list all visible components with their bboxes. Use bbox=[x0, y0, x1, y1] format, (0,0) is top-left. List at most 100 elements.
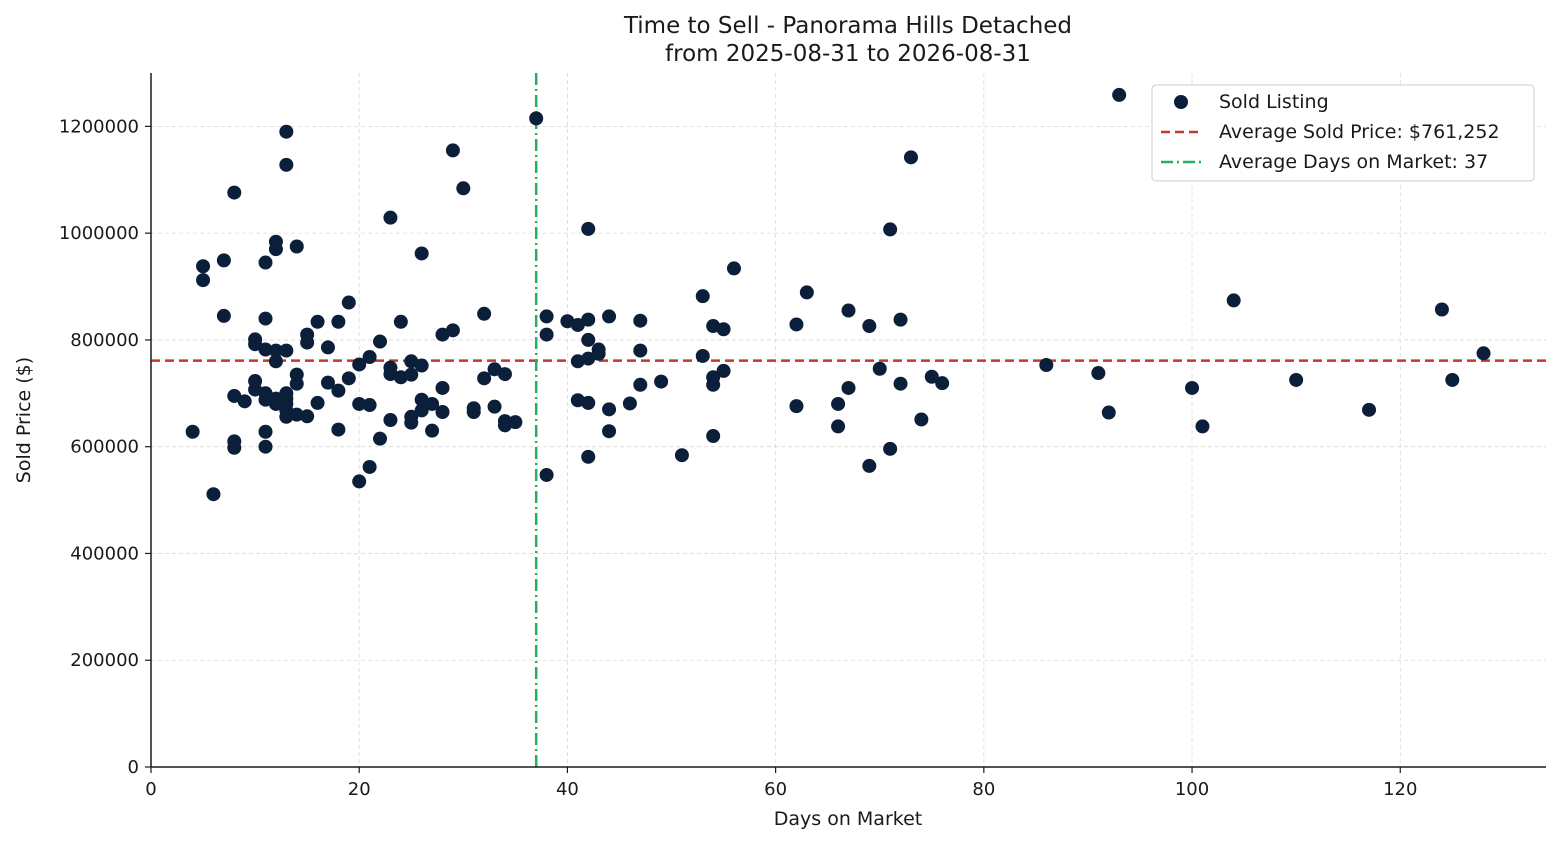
data-point bbox=[373, 334, 388, 349]
data-point bbox=[258, 311, 273, 326]
data-point bbox=[425, 423, 440, 438]
data-point bbox=[300, 409, 315, 424]
data-point bbox=[581, 312, 596, 327]
data-point bbox=[831, 396, 846, 411]
data-point bbox=[695, 289, 710, 304]
x-tick-label: 60 bbox=[764, 779, 787, 800]
data-point bbox=[445, 143, 460, 158]
y-axis-label: Sold Price ($) bbox=[13, 357, 35, 483]
data-point bbox=[508, 415, 523, 430]
data-point bbox=[237, 394, 252, 409]
y-tick-label: 400000 bbox=[70, 543, 139, 564]
data-point bbox=[362, 459, 377, 474]
data-point bbox=[883, 441, 898, 456]
axes bbox=[150, 73, 1546, 768]
data-point bbox=[477, 371, 492, 386]
data-point bbox=[872, 361, 887, 376]
data-point bbox=[477, 306, 492, 321]
data-point bbox=[320, 340, 335, 355]
data-point bbox=[331, 383, 346, 398]
data-point bbox=[893, 312, 908, 327]
data-point bbox=[581, 221, 596, 236]
data-point bbox=[362, 350, 377, 365]
y-tick-label: 800000 bbox=[70, 330, 139, 351]
data-point bbox=[248, 337, 263, 352]
data-point bbox=[539, 467, 554, 482]
x-tick-label: 100 bbox=[1175, 779, 1209, 800]
data-point bbox=[695, 348, 710, 363]
data-point bbox=[1112, 87, 1127, 102]
data-point bbox=[1195, 419, 1210, 434]
data-point bbox=[841, 380, 856, 395]
data-point bbox=[216, 308, 231, 323]
data-point bbox=[862, 319, 877, 334]
y-tick-label: 200000 bbox=[70, 650, 139, 671]
y-tick-label: 1200000 bbox=[59, 116, 139, 137]
data-point bbox=[279, 343, 294, 358]
data-point bbox=[414, 358, 429, 373]
data-point bbox=[591, 346, 606, 361]
data-point bbox=[674, 448, 689, 463]
data-point bbox=[1362, 402, 1377, 417]
data-point bbox=[862, 458, 877, 473]
data-point bbox=[320, 375, 335, 390]
data-point bbox=[716, 363, 731, 378]
legend-label-sold-listing: Sold Listing bbox=[1219, 91, 1329, 113]
data-point bbox=[924, 369, 939, 384]
data-point bbox=[227, 388, 242, 403]
x-tick-label: 120 bbox=[1383, 779, 1417, 800]
data-point bbox=[206, 487, 221, 502]
data-point bbox=[466, 404, 481, 419]
data-point bbox=[1185, 380, 1200, 395]
data-point bbox=[383, 413, 398, 427]
data-point bbox=[602, 402, 617, 417]
data-point bbox=[903, 150, 918, 165]
data-point bbox=[383, 210, 398, 225]
y-tick-label: 1000000 bbox=[59, 223, 139, 244]
data-point bbox=[581, 449, 596, 464]
data-point bbox=[331, 422, 346, 437]
data-point bbox=[633, 313, 648, 328]
data-point bbox=[404, 415, 419, 430]
data-point bbox=[1226, 293, 1241, 308]
data-point bbox=[529, 111, 544, 126]
x-axis-ticks: 0 20 40 60 80 100 120 bbox=[145, 767, 1417, 800]
data-point bbox=[435, 380, 450, 395]
data-point bbox=[300, 335, 315, 350]
data-point bbox=[622, 396, 637, 411]
x-tick-label: 40 bbox=[556, 779, 579, 800]
data-point bbox=[487, 362, 502, 377]
average-lines bbox=[151, 73, 1546, 767]
data-point bbox=[268, 343, 283, 358]
data-point bbox=[258, 424, 273, 439]
data-point bbox=[706, 429, 721, 444]
data-point bbox=[279, 124, 294, 139]
data-point bbox=[1476, 346, 1491, 361]
legend-box bbox=[1151, 84, 1535, 182]
legend: Sold Listing Average Sold Price: $761,25… bbox=[1151, 84, 1535, 182]
data-point bbox=[279, 157, 294, 172]
data-point bbox=[935, 376, 950, 391]
data-point bbox=[268, 354, 283, 369]
data-point bbox=[227, 185, 242, 200]
data-point bbox=[268, 242, 283, 257]
data-point bbox=[539, 309, 554, 324]
data-point bbox=[258, 255, 273, 270]
y-axis-ticks: 0 200000 400000 600000 800000 1000000 1200000 bbox=[59, 116, 151, 778]
data-point bbox=[445, 323, 460, 338]
data-point bbox=[497, 367, 512, 382]
data-point bbox=[196, 273, 211, 288]
data-point bbox=[341, 371, 356, 386]
data-points bbox=[185, 87, 1491, 502]
data-point bbox=[258, 439, 273, 454]
data-point bbox=[341, 295, 356, 310]
data-point bbox=[289, 239, 304, 254]
data-point bbox=[841, 303, 856, 318]
data-point bbox=[268, 396, 283, 411]
chart-title-line-2: from 2025-08-31 to 2026-08-31 bbox=[665, 41, 1031, 67]
data-point bbox=[227, 440, 242, 455]
x-tick-label: 80 bbox=[972, 779, 995, 800]
data-point bbox=[414, 246, 429, 261]
data-point bbox=[1101, 405, 1116, 420]
